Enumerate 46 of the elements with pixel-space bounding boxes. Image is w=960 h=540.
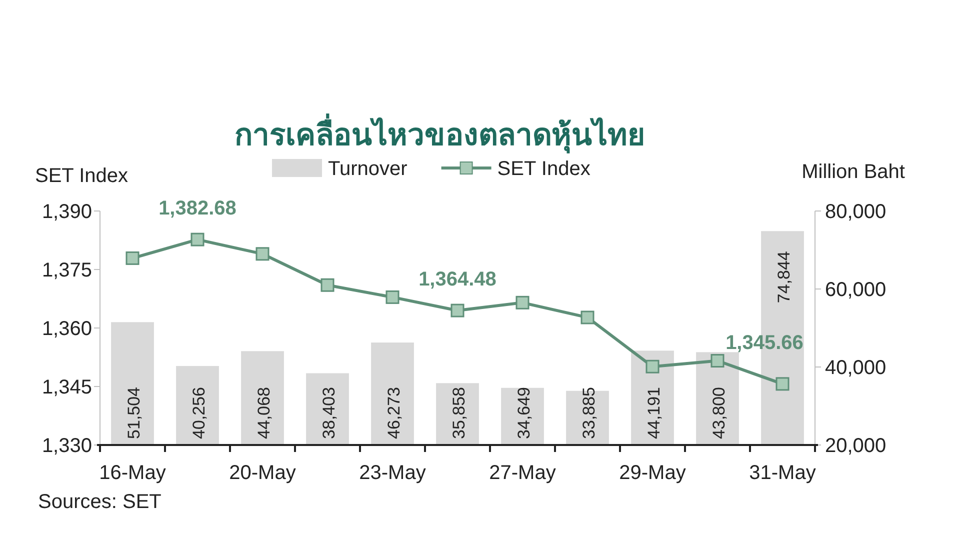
data-label: 34,649 [514,387,534,439]
point [320,278,334,292]
x-tick-label: 16-May [99,462,166,484]
x-tick-label: 20-May [229,462,296,484]
y2-tick-label: 20,000 [825,435,886,457]
point [190,232,204,246]
y-tick-label: 1,375 [42,260,92,282]
y-axis-title: SET Index [35,165,128,187]
x-tick-label: 23-May [359,462,426,484]
data-label: 33,885 [580,387,598,439]
point [386,290,400,304]
x-tick-label: 27-May [489,462,556,484]
point [126,251,140,265]
y-tick-label: 1,345 [42,376,92,398]
data-label: 1,364.48 [418,268,496,291]
point [580,310,594,324]
y2-axis-title: Million Baht [802,161,906,183]
legend-label: Turnover [328,158,408,180]
x-tick-label: 31-May [749,462,816,484]
chart-title: การเคลื่อนไหวของตลาดหุ้นไทย [234,113,646,154]
y-tick-label: 1,360 [42,318,92,340]
y-tick-label: 1,330 [42,435,92,457]
y-tick-label: 1,390 [42,201,92,223]
point [256,247,270,261]
point [776,377,790,391]
data-label: 1,382.68 [158,198,236,220]
data-label: 51,504 [124,387,144,439]
data-label: 44,191 [644,387,664,439]
x-tick-label: 29-May [619,462,686,484]
data-label: 44,068 [254,387,274,439]
data-label: 35,858 [450,387,468,439]
point [710,354,724,368]
y2-tick-label: 60,000 [825,279,886,301]
source-note: Sources: SET [38,491,162,513]
data-label: 40,256 [190,387,208,439]
legend-label: SET Index [497,158,590,180]
point [516,296,530,310]
data-label: 38,403 [320,387,338,439]
point [450,304,464,318]
data-label: 74,844 [774,251,794,304]
data-label: 1,345.66 [726,332,804,354]
data-label: 46,273 [384,387,404,439]
y2-tick-label: 40,000 [825,357,886,379]
point [646,360,660,374]
y2-tick-label: 80,000 [825,201,886,223]
data-label: 43,800 [710,387,728,439]
